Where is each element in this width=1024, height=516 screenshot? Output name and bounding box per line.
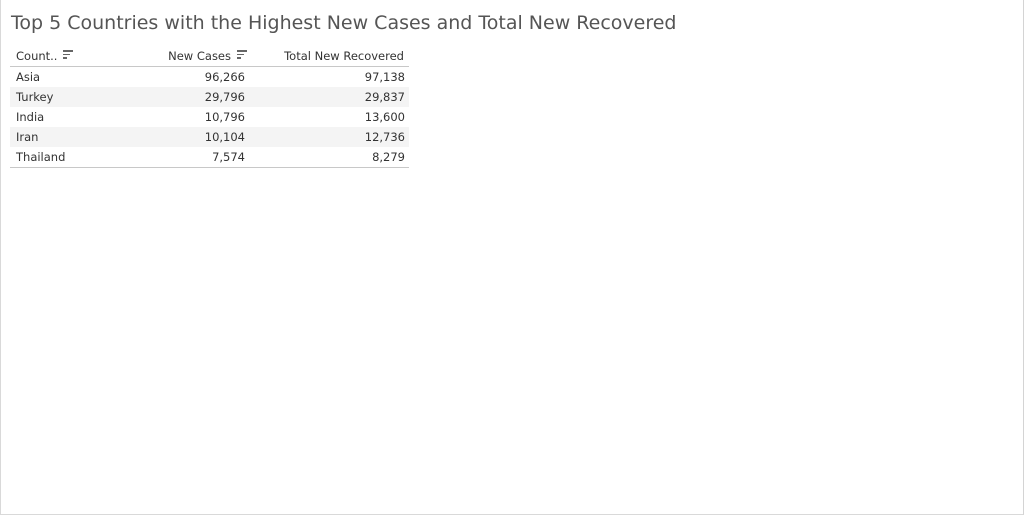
table-row[interactable]: Turkey 29,796 29,837 [10,87,409,107]
cell-total-new-recovered: 97,138 [364,70,405,84]
header-new-cases-label: New Cases [168,49,231,63]
sort-icon[interactable] [63,50,74,59]
header-total-new-recovered[interactable]: Total New Recovered [284,49,404,63]
cell-new-cases: 29,796 [204,90,245,104]
header-total-new-recovered-label: Total New Recovered [284,49,404,63]
cell-new-cases: 96,266 [204,70,245,84]
cell-total-new-recovered: 13,600 [364,110,405,124]
header-new-cases[interactable]: New Cases [168,49,247,63]
cell-country: India [16,110,45,124]
cell-country: Thailand [16,150,66,164]
cell-country: Asia [16,70,41,84]
cell-total-new-recovered: 29,837 [364,90,405,104]
table-row[interactable]: Asia 96,266 97,138 [10,67,409,87]
cell-new-cases: 7,574 [212,150,245,164]
header-country[interactable]: Count.. [16,49,74,63]
cell-total-new-recovered: 8,279 [372,150,405,164]
table-body: Asia 96,266 97,138 Turkey 29,796 29,837 India 1… [10,67,409,167]
cell-new-cases: 10,796 [204,110,245,124]
cell-new-cases: 10,104 [204,130,245,144]
data-table: Count.. New Cases Total New Recovered As… [10,46,409,168]
cell-country: Turkey [16,90,54,104]
cell-total-new-recovered: 12,736 [364,130,405,144]
header-country-label: Count.. [16,49,58,63]
table-header: Count.. New Cases Total New Recovered [10,46,409,67]
table-row[interactable]: India 10,796 13,600 [10,107,409,127]
cell-country: Iran [16,130,39,144]
table-row[interactable]: Iran 10,104 12,736 [10,127,409,147]
chart-title: Top 5 Countries with the Highest New Cas… [11,12,677,34]
sort-icon[interactable] [237,50,247,59]
table-row[interactable]: Thailand 7,574 8,279 [10,147,409,167]
table-bottom-rule [10,167,409,168]
